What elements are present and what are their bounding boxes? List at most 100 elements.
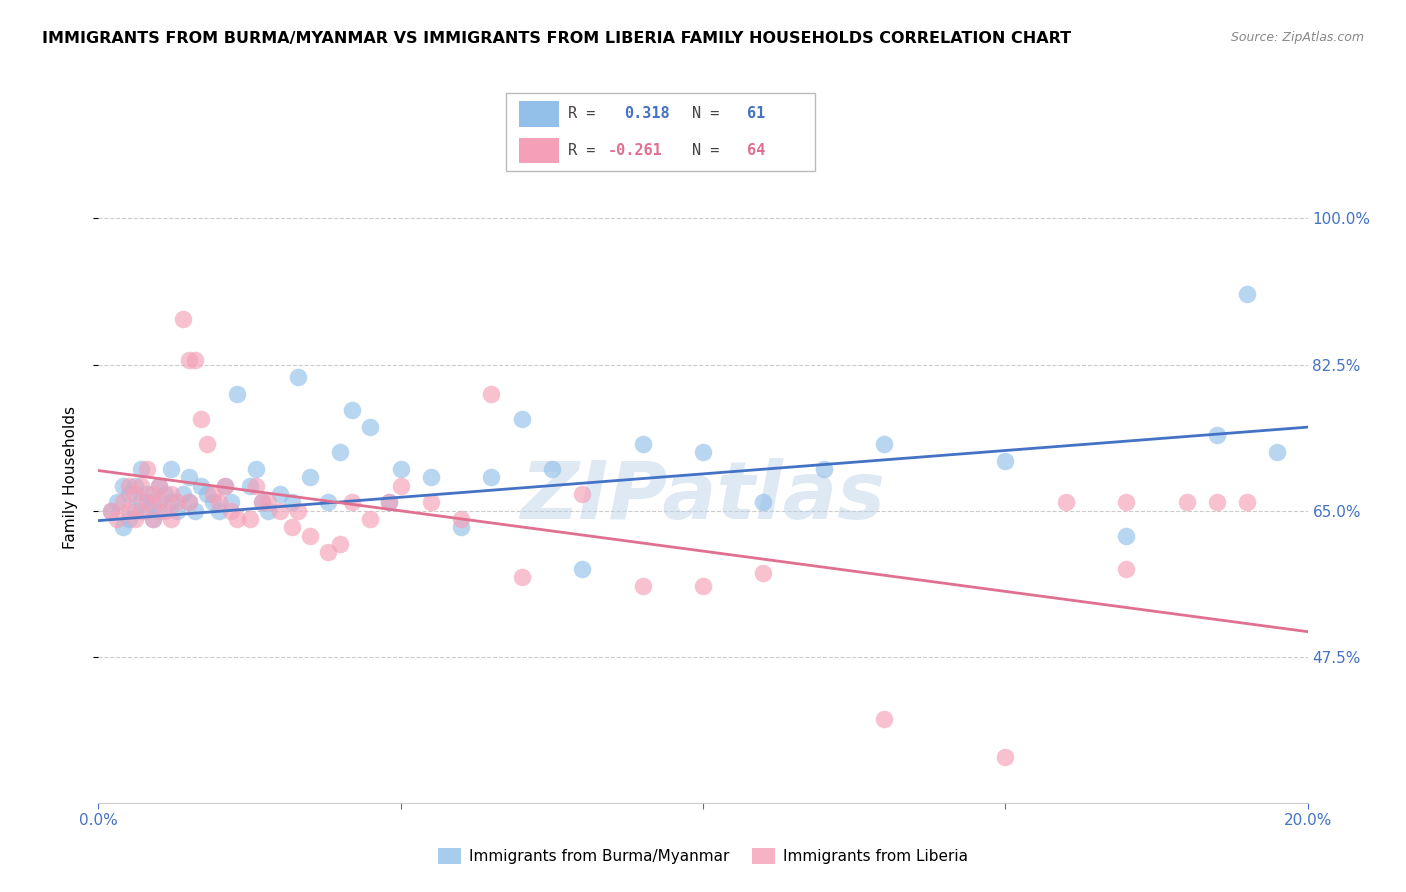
Point xyxy=(135,503,157,517)
Point xyxy=(239,478,262,492)
Point xyxy=(148,495,170,509)
Point xyxy=(202,495,225,509)
FancyBboxPatch shape xyxy=(519,137,558,163)
Point xyxy=(1267,445,1289,459)
Point xyxy=(329,445,352,459)
Point xyxy=(142,512,165,526)
Point xyxy=(166,495,188,509)
Point xyxy=(1206,428,1229,442)
Point xyxy=(148,503,170,517)
Point xyxy=(571,562,593,576)
Point xyxy=(360,420,382,434)
Point xyxy=(208,495,231,509)
Point xyxy=(360,512,382,526)
Point xyxy=(142,487,165,501)
Point xyxy=(1115,529,1137,543)
Point xyxy=(256,503,278,517)
Point xyxy=(135,495,157,509)
Point xyxy=(124,487,146,501)
Point xyxy=(179,495,201,509)
Point xyxy=(873,712,896,726)
Point xyxy=(118,512,141,526)
Point xyxy=(250,495,273,509)
Point xyxy=(245,478,267,492)
Point xyxy=(160,462,183,476)
Text: N =: N = xyxy=(692,143,737,158)
Point xyxy=(124,503,146,517)
Point xyxy=(481,386,503,401)
Point xyxy=(221,503,243,517)
Point xyxy=(105,495,128,509)
Point xyxy=(631,437,654,451)
Legend: Immigrants from Burma/Myanmar, Immigrants from Liberia: Immigrants from Burma/Myanmar, Immigrant… xyxy=(432,842,974,870)
Point xyxy=(160,487,183,501)
Point xyxy=(111,520,134,534)
Text: Source: ZipAtlas.com: Source: ZipAtlas.com xyxy=(1230,31,1364,45)
Point xyxy=(377,495,399,509)
Point xyxy=(221,495,243,509)
Point xyxy=(190,411,212,425)
Point xyxy=(142,512,165,526)
Point xyxy=(389,478,412,492)
Point xyxy=(1206,495,1229,509)
Point xyxy=(202,487,225,501)
Text: N =: N = xyxy=(692,106,737,121)
Point xyxy=(118,478,141,492)
Point xyxy=(420,495,443,509)
Point xyxy=(105,512,128,526)
Point xyxy=(166,503,188,517)
Point xyxy=(135,487,157,501)
Point xyxy=(226,512,249,526)
Y-axis label: Family Households: Family Households xyxy=(63,406,77,549)
Point xyxy=(1054,495,1077,509)
Point xyxy=(153,487,176,501)
Text: -0.261: -0.261 xyxy=(609,143,664,158)
Point xyxy=(420,470,443,484)
Point xyxy=(129,495,152,509)
Point xyxy=(100,503,122,517)
Point xyxy=(1115,562,1137,576)
Point xyxy=(214,478,236,492)
Point xyxy=(342,495,364,509)
Point xyxy=(994,750,1017,764)
Point xyxy=(631,579,654,593)
FancyBboxPatch shape xyxy=(519,101,558,127)
FancyBboxPatch shape xyxy=(506,93,815,171)
Point xyxy=(179,495,201,509)
Point xyxy=(450,520,472,534)
Point xyxy=(481,470,503,484)
Point xyxy=(316,545,339,559)
Point xyxy=(124,512,146,526)
Point xyxy=(239,512,262,526)
Point xyxy=(142,495,165,509)
Point xyxy=(153,503,176,517)
Point xyxy=(160,512,183,526)
Point xyxy=(195,437,218,451)
Point xyxy=(226,386,249,401)
Text: 0.318: 0.318 xyxy=(624,106,669,121)
Text: R =: R = xyxy=(568,143,605,158)
Point xyxy=(1236,495,1258,509)
Point xyxy=(129,462,152,476)
Point xyxy=(148,478,170,492)
Text: 64: 64 xyxy=(748,143,766,158)
Point xyxy=(135,462,157,476)
Point xyxy=(214,478,236,492)
Point xyxy=(208,503,231,517)
Point xyxy=(129,503,152,517)
Point xyxy=(287,370,309,384)
Point xyxy=(184,503,207,517)
Point xyxy=(179,470,201,484)
Point xyxy=(299,529,322,543)
Point xyxy=(299,470,322,484)
Point xyxy=(129,478,152,492)
Point xyxy=(389,462,412,476)
Point xyxy=(1115,495,1137,509)
Point xyxy=(256,495,278,509)
Point xyxy=(160,495,183,509)
Point xyxy=(316,495,339,509)
Point xyxy=(540,462,562,476)
Point xyxy=(172,311,194,326)
Point xyxy=(1175,495,1198,509)
Point xyxy=(329,537,352,551)
